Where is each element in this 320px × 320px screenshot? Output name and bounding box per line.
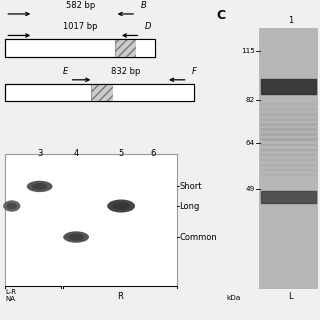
Ellipse shape [63, 231, 89, 243]
Text: L-R: L-R [5, 289, 16, 295]
Text: Long: Long [179, 202, 199, 211]
Bar [113, 84, 194, 101]
Text: 3: 3 [37, 149, 42, 158]
Bar [136, 39, 156, 57]
Text: C: C [217, 10, 226, 22]
Ellipse shape [68, 234, 84, 240]
Ellipse shape [107, 199, 135, 212]
Text: 49: 49 [245, 186, 254, 192]
Ellipse shape [113, 202, 130, 210]
Text: 4: 4 [74, 149, 79, 158]
Bar [5, 154, 177, 286]
Text: 5: 5 [118, 149, 124, 158]
Text: D: D [145, 22, 151, 31]
Text: R: R [117, 292, 123, 301]
Text: 582 bp: 582 bp [66, 1, 95, 10]
Text: L: L [288, 292, 293, 301]
Text: Short: Short [179, 182, 202, 191]
Bar [5, 39, 156, 57]
Text: E: E [63, 67, 68, 76]
Text: 6: 6 [151, 149, 156, 158]
Text: F: F [192, 67, 197, 76]
Text: 82: 82 [245, 97, 254, 103]
Bar [5, 84, 194, 101]
Text: 832 bp: 832 bp [111, 67, 140, 76]
Text: NA: NA [5, 296, 15, 302]
Bar [5, 39, 156, 57]
Text: 1: 1 [288, 16, 293, 25]
Ellipse shape [32, 183, 47, 190]
Bar [91, 84, 113, 101]
Text: 115: 115 [241, 48, 254, 54]
Text: Common: Common [179, 233, 217, 242]
Text: B: B [140, 1, 146, 10]
Bar [259, 28, 318, 289]
Text: kDa: kDa [226, 295, 241, 301]
Text: 64: 64 [245, 140, 254, 146]
Bar [115, 39, 136, 57]
Ellipse shape [7, 203, 17, 210]
Ellipse shape [3, 200, 20, 212]
Text: 1017 bp: 1017 bp [63, 22, 98, 31]
Ellipse shape [27, 181, 52, 192]
Bar [5, 84, 194, 101]
